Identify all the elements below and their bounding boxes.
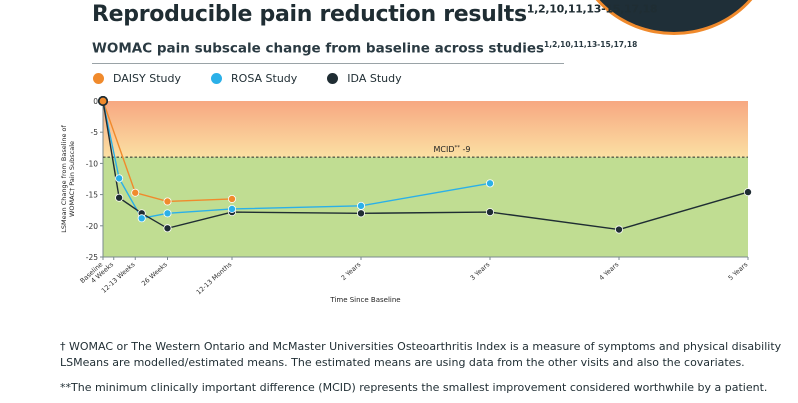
x-tick-label: 26 Weeks bbox=[140, 260, 169, 287]
data-point-2-6 bbox=[485, 208, 494, 217]
legend-swatch-rosa bbox=[211, 73, 223, 84]
legend-label-rosa: ROSA Study bbox=[231, 72, 298, 85]
legend-label-daisy: DAISY Study bbox=[113, 72, 182, 85]
x-tick-label: 3 Years bbox=[469, 260, 492, 282]
chart-band-below-mcid bbox=[103, 157, 748, 257]
y-axis-title-line: WOMAC† Pain Subscale bbox=[68, 141, 76, 217]
legend-label-ida: IDA Study bbox=[347, 72, 402, 85]
y-tick-label: 0 bbox=[93, 97, 98, 106]
subtitle-references: 1,2,10,11,13-15,17,18 bbox=[544, 40, 638, 49]
footnotes: † WOMAC or The Western Ontario and McMas… bbox=[60, 339, 790, 396]
x-tick-label: 5 Years bbox=[727, 260, 750, 282]
data-point-1-1 bbox=[115, 174, 124, 183]
x-tick-label: 2 Years bbox=[340, 260, 363, 282]
y-tick-label: -20 bbox=[86, 222, 98, 231]
title-references: 1,2,10,11,13-15,17,18 bbox=[526, 2, 658, 16]
legend-item-ida: IDA Study bbox=[327, 72, 402, 85]
y-axis-title-line: LSMean Change from Baseline of bbox=[60, 125, 68, 233]
mcid-label-sup: ** bbox=[454, 145, 460, 151]
x-tick-label: 12-13 Months bbox=[195, 260, 234, 296]
mcid-label-value: -9 bbox=[460, 145, 471, 154]
legend-item-daisy: DAISY Study bbox=[93, 72, 181, 85]
y-tick-label: -25 bbox=[86, 253, 98, 262]
footnote-mcid: **The minimum clinically important diffe… bbox=[60, 381, 768, 394]
data-point-2-3 bbox=[163, 224, 172, 233]
data-point-2-1 bbox=[115, 193, 124, 202]
data-point-2-5 bbox=[356, 209, 365, 218]
y-tick-label: -10 bbox=[86, 159, 98, 168]
data-point-1-3 bbox=[163, 209, 172, 218]
legend-item-rosa: ROSA Study bbox=[211, 72, 297, 85]
y-tick-label: -15 bbox=[86, 191, 98, 200]
subtitle-text: WOMAC pain subscale change from baseline… bbox=[92, 40, 545, 57]
legend-swatch-ida bbox=[327, 73, 339, 84]
chart-subtitle: WOMAC pain subscale change from baseline… bbox=[92, 40, 637, 57]
y-tick-label: -5 bbox=[91, 128, 99, 137]
mcid-label-name: MCID bbox=[433, 145, 454, 154]
data-point-1-5 bbox=[356, 201, 365, 210]
subtitle-divider bbox=[92, 63, 564, 64]
data-point-2-7 bbox=[615, 225, 624, 234]
page-title: Reproducible pain reduction results1,2,1… bbox=[92, 2, 658, 27]
data-point-1-6 bbox=[485, 179, 494, 188]
data-point-1-2 bbox=[137, 214, 146, 223]
footnote-womac: † WOMAC or The Western Ontario and McMas… bbox=[60, 340, 782, 369]
data-point-2-8 bbox=[744, 188, 753, 197]
series-line-0 bbox=[102, 100, 233, 203]
mcid-label: MCID** -9 bbox=[433, 145, 470, 154]
data-point-0-0 bbox=[98, 96, 109, 106]
x-axis-title: Time Since Baseline bbox=[329, 296, 400, 304]
chart-band-above-mcid bbox=[103, 101, 748, 158]
data-point-0-3 bbox=[227, 194, 236, 203]
legend-swatch-daisy bbox=[93, 73, 104, 84]
x-tick-label: 4 Years bbox=[598, 260, 621, 282]
data-point-1-4 bbox=[227, 204, 236, 213]
data-point-0-1 bbox=[131, 188, 140, 197]
data-point-0-2 bbox=[163, 197, 172, 206]
chart-legend: DAISY Study ROSA Study IDA Study bbox=[93, 72, 402, 85]
title-text: Reproducible pain reduction results bbox=[92, 2, 527, 27]
y-axis-title: LSMean Change from Baseline ofWOMAC† Pai… bbox=[60, 125, 76, 233]
